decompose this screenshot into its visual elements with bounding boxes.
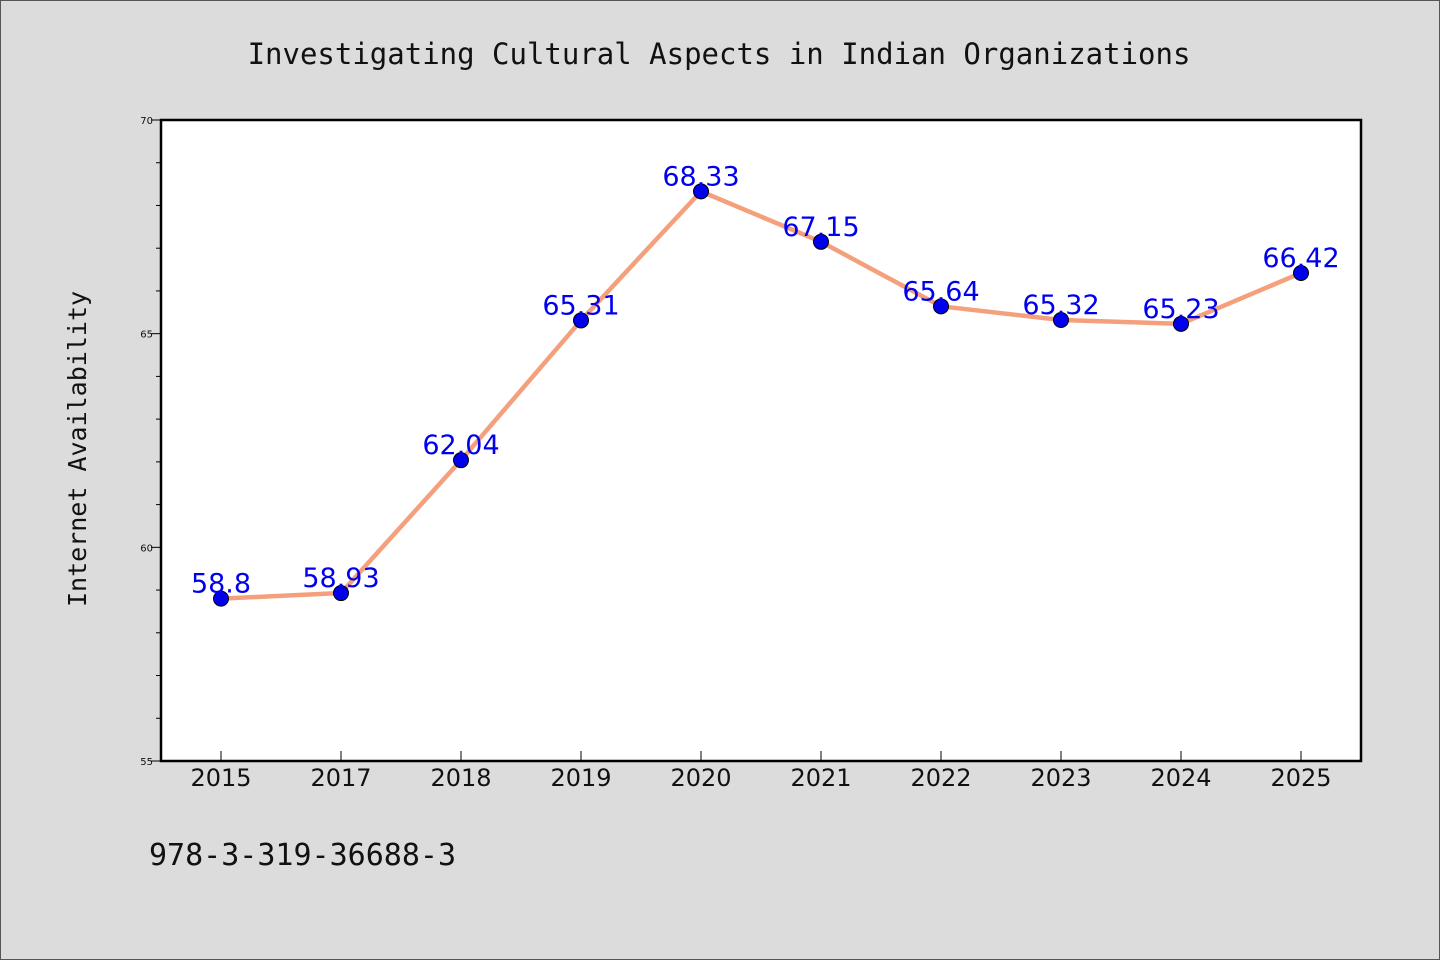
- data-label: 66.42: [1262, 243, 1339, 274]
- data-point: [573, 312, 589, 329]
- data-label: 65.32: [1022, 290, 1099, 321]
- plot-area: [161, 120, 1361, 761]
- data-label: 68.33: [662, 161, 739, 192]
- data-point: [1173, 315, 1189, 332]
- data-point: [1053, 311, 1069, 328]
- data-point: [813, 233, 829, 250]
- data-label-group: 58.8 58.93 62.04 65.31 68.33 67.15 65.64 65.32 6…: [191, 161, 1340, 599]
- series-line-group: [218, 189, 1304, 601]
- x-tick-label: 2021: [790, 764, 851, 792]
- data-label: 65.23: [1142, 294, 1219, 325]
- x-tick-label: 2019: [550, 764, 611, 792]
- series-line: [218, 189, 1304, 601]
- data-label: 67.15: [782, 212, 859, 243]
- data-point: [213, 590, 229, 607]
- x-tick-label: 2015: [190, 764, 251, 792]
- x-tick-label: 2023: [1030, 764, 1091, 792]
- y-axis-label: Internet Availability: [63, 291, 92, 607]
- y-tick-label: 70: [140, 116, 153, 127]
- chart-title: Investigating Cultural Aspects in Indian…: [248, 37, 1191, 71]
- data-point: [933, 298, 949, 315]
- x-tick-label: 2024: [1150, 764, 1211, 792]
- data-label: 58.93: [302, 563, 379, 594]
- x-axis: 2015 2017 2018 2019 2020 2021 2022 2023 2024 2025: [190, 751, 1332, 792]
- data-label: 62.04: [422, 430, 499, 461]
- y-tick-label: 60: [140, 543, 153, 554]
- data-point: [453, 452, 469, 469]
- x-tick-label: 2018: [430, 764, 491, 792]
- data-point: [693, 183, 709, 200]
- x-tick-label: 2020: [670, 764, 731, 792]
- data-label: 58.8: [191, 569, 251, 600]
- y-tick-label: 65: [140, 330, 153, 341]
- isbn-text: 978-3-319-36688-3: [149, 838, 456, 873]
- x-tick-label: 2022: [910, 764, 971, 792]
- data-label: 65.64: [902, 276, 979, 307]
- y-axis: 55 60 65 70: [140, 116, 161, 768]
- data-label: 65.31: [542, 290, 619, 321]
- x-tick-label: 2025: [1270, 764, 1331, 792]
- plot-frame: [159, 118, 1363, 763]
- y-tick-label: 55: [140, 757, 153, 768]
- marker-group: [213, 183, 1309, 607]
- x-tick-label: 2017: [310, 764, 371, 792]
- data-point: [333, 585, 349, 602]
- data-point: [1293, 264, 1309, 281]
